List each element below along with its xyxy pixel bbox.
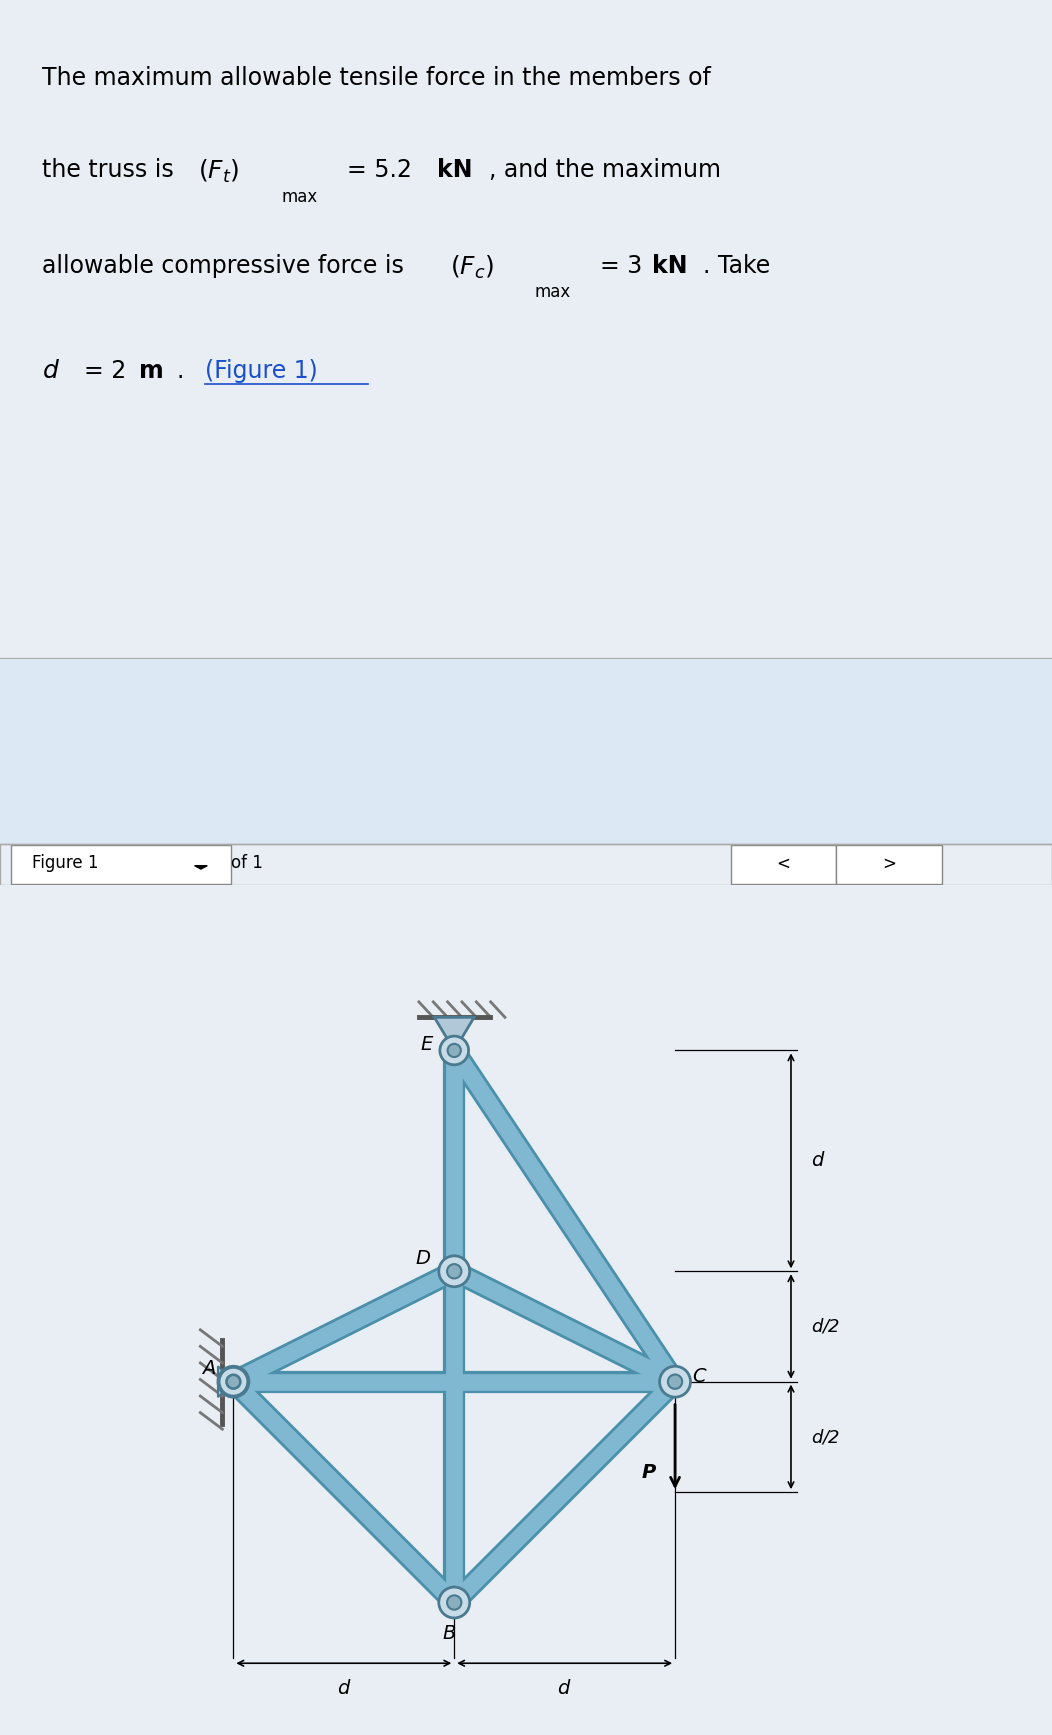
Text: of 1: of 1 (231, 854, 263, 873)
Text: , and the maximum: , and the maximum (489, 158, 722, 182)
Text: kN: kN (652, 253, 688, 278)
Text: $d$: $d$ (337, 1679, 351, 1699)
Text: The maximum allowable tensile force in the members of: The maximum allowable tensile force in t… (42, 66, 711, 90)
Circle shape (219, 1367, 248, 1397)
Polygon shape (195, 866, 207, 869)
Text: $(F_t)$: $(F_t)$ (198, 158, 239, 186)
FancyBboxPatch shape (11, 845, 231, 883)
Circle shape (447, 1265, 462, 1279)
Circle shape (226, 1374, 241, 1388)
Circle shape (440, 1036, 468, 1065)
Text: $(F_c)$: $(F_c)$ (450, 253, 494, 281)
Text: <: < (776, 854, 791, 873)
Text: $d$/2: $d$/2 (811, 1317, 841, 1336)
Text: . Take: . Take (703, 253, 770, 278)
Text: the truss is: the truss is (42, 158, 181, 182)
Circle shape (227, 1376, 240, 1388)
Text: D: D (416, 1249, 431, 1268)
Polygon shape (218, 1365, 234, 1397)
Text: = 2: = 2 (84, 359, 134, 383)
Text: kN: kN (437, 158, 472, 182)
Text: E: E (421, 1036, 432, 1055)
Text: m: m (139, 359, 164, 383)
Polygon shape (434, 1017, 474, 1050)
FancyBboxPatch shape (0, 845, 1052, 885)
Text: $d$: $d$ (558, 1679, 572, 1699)
Circle shape (668, 1374, 683, 1388)
FancyBboxPatch shape (836, 845, 942, 883)
Text: .: . (177, 359, 191, 383)
Circle shape (439, 1588, 469, 1619)
FancyBboxPatch shape (731, 845, 836, 883)
Text: max: max (534, 283, 570, 302)
Text: allowable compressive force is: allowable compressive force is (42, 253, 411, 278)
Circle shape (447, 1596, 462, 1610)
Text: C: C (692, 1367, 706, 1386)
Text: max: max (282, 187, 318, 206)
Circle shape (660, 1365, 690, 1397)
Circle shape (218, 1365, 249, 1397)
FancyBboxPatch shape (0, 659, 1052, 852)
Text: (Figure 1): (Figure 1) (205, 359, 318, 383)
Text: = 3: = 3 (600, 253, 649, 278)
Text: P: P (642, 1463, 656, 1482)
Text: $d$: $d$ (811, 1152, 826, 1171)
Circle shape (439, 1256, 469, 1287)
Text: B: B (442, 1624, 456, 1643)
Text: Figure 1: Figure 1 (32, 854, 98, 873)
Text: $d$: $d$ (42, 359, 60, 383)
Text: = 5.2: = 5.2 (347, 158, 420, 182)
Circle shape (447, 1044, 461, 1057)
Text: >: > (882, 854, 896, 873)
Text: A: A (202, 1359, 216, 1378)
Text: $d$/2: $d$/2 (811, 1428, 841, 1447)
